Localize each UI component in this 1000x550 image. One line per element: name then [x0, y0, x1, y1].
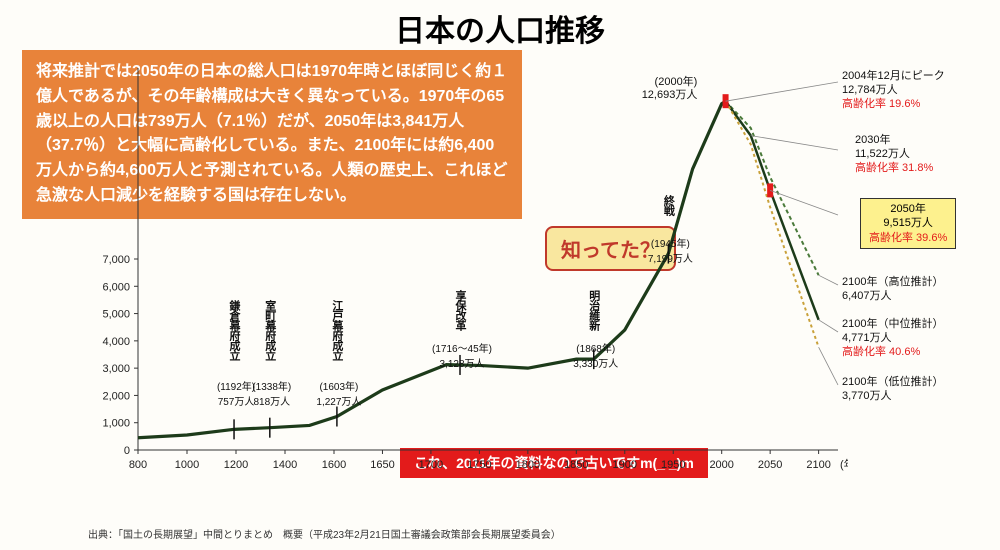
svg-text:4,000: 4,000: [102, 336, 130, 348]
svg-text:1200: 1200: [224, 459, 248, 471]
svg-text:1700: 1700: [419, 459, 443, 471]
era-label: 享保改革: [452, 290, 468, 330]
era-label: 鎌倉幕府成立: [226, 300, 242, 360]
svg-text:2050: 2050: [758, 459, 782, 471]
svg-text:2000: 2000: [709, 459, 733, 471]
svg-text:1750: 1750: [467, 459, 491, 471]
page-title: 日本の人口推移: [0, 6, 1000, 50]
chart-annotation: 2100年（低位推計）3,770万人: [842, 376, 943, 404]
svg-text:1600: 1600: [322, 459, 346, 471]
svg-text:5,000: 5,000: [102, 309, 130, 321]
svg-text:1900: 1900: [613, 459, 637, 471]
highlight-2050-box: 2050年9,515万人高齢化率 39.6%: [860, 198, 956, 249]
era-sub: (1716～45年)3,128万人: [426, 340, 498, 370]
chart-annotation: 2100年（中位推計）4,771万人高齢化率 40.6%: [842, 318, 943, 359]
svg-text:1,000: 1,000: [102, 418, 130, 430]
svg-text:(年): (年): [840, 457, 848, 471]
era-label: 終戦: [660, 195, 676, 215]
svg-text:1000: 1000: [175, 459, 199, 471]
chart-annotation: (2000年)12,693万人: [642, 76, 698, 104]
era-sub: (1945年)7,199万人: [634, 235, 706, 265]
svg-text:6,000: 6,000: [102, 281, 130, 293]
era-label: 江戸幕府成立: [329, 300, 345, 360]
era-label: 室町幕府成立: [262, 300, 278, 360]
svg-text:3,000: 3,000: [102, 363, 130, 375]
chart-annotation: 2004年12月にピーク12,784万人高齢化率 19.6%: [842, 70, 945, 111]
chart-annotation: 2030年11,522万人高齢化率 31.8%: [855, 134, 933, 175]
svg-text:2100: 2100: [806, 459, 830, 471]
svg-text:1850: 1850: [564, 459, 588, 471]
era-sub: (1338年)818万人: [236, 378, 308, 408]
era-sub: (1603年)1,227万人: [303, 378, 375, 408]
era-sub: (1868年)3,330万人: [560, 340, 632, 370]
svg-text:1800: 1800: [516, 459, 540, 471]
svg-text:1950: 1950: [661, 459, 685, 471]
svg-text:7,000: 7,000: [102, 254, 130, 266]
svg-text:1650: 1650: [370, 459, 394, 471]
source-citation: 出典：「国土の長期展望」中間とりまとめ 概要（平成23年2月21日国土審議会政策…: [88, 526, 561, 541]
chart-annotation: 2100年（高位推計）6,407万人: [842, 276, 943, 304]
era-label: 明治維新: [586, 290, 602, 330]
svg-text:800: 800: [129, 459, 147, 471]
svg-text:1400: 1400: [273, 459, 297, 471]
svg-text:0: 0: [124, 445, 130, 457]
population-chart: 0 1,000 2,000 3,000 4,000 5,000 6,000 7,000 800 1…: [88, 60, 848, 490]
svg-text:2,000: 2,000: [102, 390, 130, 402]
